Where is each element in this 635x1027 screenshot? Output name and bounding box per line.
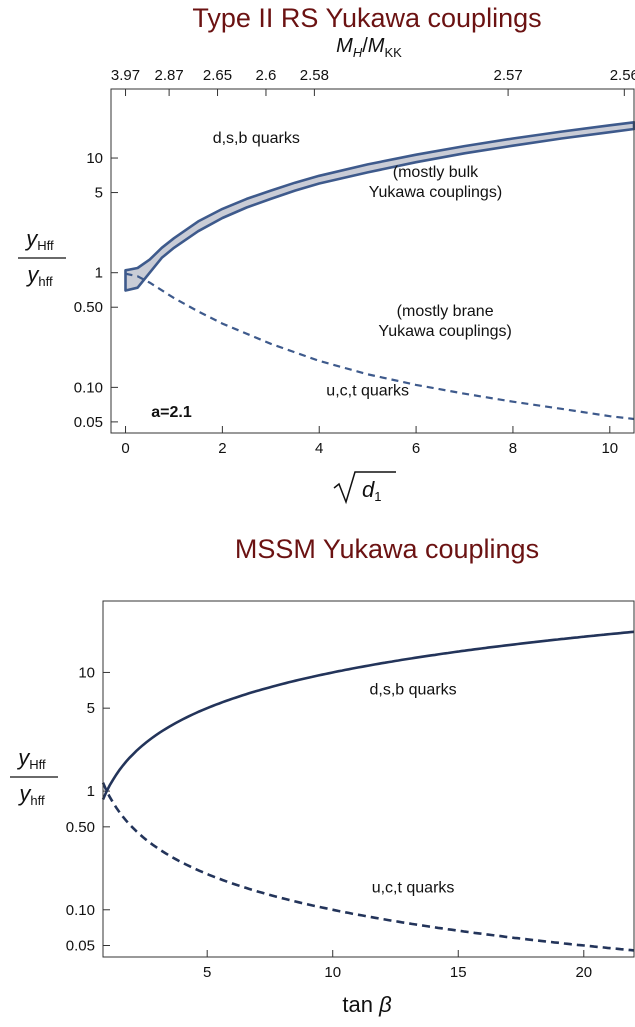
chart2-annotations: d,s,b quarks u,c,t quarks bbox=[369, 682, 456, 897]
chart1-x-label-sqrt-sign bbox=[333, 471, 396, 505]
chart2-frame bbox=[102, 600, 635, 958]
chart2-y-label-denominator: yhff bbox=[17, 781, 45, 808]
chart2-line-down-type bbox=[101, 630, 635, 801]
chart1-y-tick-label: 10 bbox=[86, 150, 103, 167]
chart1-y-tick-label: 0.50 bbox=[74, 299, 103, 316]
chart1-x-tick-label: 0 bbox=[121, 440, 129, 457]
chart2-y-tick-label: 1 bbox=[87, 783, 95, 800]
chart2-y-tick-label: 0.50 bbox=[66, 819, 95, 836]
chart1-top-tick-label: 3.97 bbox=[111, 67, 140, 84]
chart1-top-axis-label: MH/MKK bbox=[336, 35, 402, 60]
chart1-annotation: d,s,b quarks bbox=[213, 130, 300, 147]
chart1-y-tick-label: 5 bbox=[95, 185, 103, 202]
chart1-annotation: Yukawa couplings) bbox=[378, 323, 511, 340]
chart1-top-tick-label: 2.58 bbox=[300, 67, 329, 84]
chart1-top-tick-label: 2.65 bbox=[203, 67, 232, 84]
chart1-axes: 0 2 4 6 8 10 0.05 0.10 0.50 1 5 10 bbox=[74, 150, 618, 457]
chart1-frame bbox=[110, 88, 635, 434]
chart1-annotation: Yukawa couplings) bbox=[369, 184, 502, 201]
chart2-y-tick-label: 5 bbox=[87, 700, 95, 717]
chart1-x-tick-label: 6 bbox=[412, 440, 420, 457]
chart2-x-tick-label: 20 bbox=[575, 964, 592, 981]
chart1-x-tick-label: 4 bbox=[315, 440, 323, 457]
chart2-title: MSSM Yukawa couplings bbox=[235, 534, 539, 564]
chart1-y-label-numerator: yHff bbox=[24, 226, 54, 253]
chart1-annotation: (mostly brane bbox=[397, 303, 494, 320]
chart1-band-down-type bbox=[124, 121, 635, 292]
chart2-series bbox=[101, 630, 635, 952]
chart1-top-tick-label: 2.57 bbox=[493, 67, 522, 84]
chart2-x-tick-label: 10 bbox=[324, 964, 341, 981]
chart2-annotation: u,c,t quarks bbox=[372, 879, 455, 896]
chart2-y-label-numerator: yHff bbox=[16, 745, 46, 772]
chart1-x-tick-label: 2 bbox=[218, 440, 226, 457]
chart2-annotation: d,s,b quarks bbox=[369, 682, 456, 699]
chart2-x-tick-label: 15 bbox=[450, 964, 467, 981]
chart2-y-tick-label: 10 bbox=[78, 664, 95, 681]
chart1-y-label-denominator: yhff bbox=[25, 262, 53, 289]
chart1-top-tick-label: 2.6 bbox=[256, 67, 277, 84]
chart1-annotations: d,s,b quarks (mostly bulk Yukawa couplings… bbox=[151, 130, 512, 421]
chart1-annotation: a=2.1 bbox=[151, 404, 192, 421]
chart1-x-tick-label: 8 bbox=[509, 440, 517, 457]
chart1-top-axis-ticks: 3.97 2.87 2.65 2.6 2.58 2.57 2.56 bbox=[111, 67, 635, 96]
chart1-top-tick-label: 2.87 bbox=[155, 67, 184, 84]
chart2-y-tick-label: 0.10 bbox=[66, 902, 95, 919]
chart1-series bbox=[124, 121, 635, 421]
chart1-annotation: (mostly bulk bbox=[393, 164, 479, 181]
chart2-line-up-type bbox=[101, 782, 635, 952]
chart2-x-tick-label: 5 bbox=[203, 964, 211, 981]
chart1-y-tick-label: 0.10 bbox=[74, 379, 103, 396]
chart1-annotation: u,c,t quarks bbox=[326, 382, 409, 399]
chart1-x-label: d1 bbox=[362, 477, 381, 504]
chart2-y-tick-label: 0.05 bbox=[66, 938, 95, 955]
chart1-y-tick-label: 1 bbox=[95, 265, 103, 282]
chart2-x-label: tan β bbox=[342, 992, 392, 1017]
chart1-top-tick-label: 2.56 bbox=[610, 67, 635, 84]
chart1-title: Type II RS Yukawa couplings bbox=[192, 3, 541, 33]
chart1-y-tick-label: 0.05 bbox=[74, 414, 103, 431]
chart1-line-up-type bbox=[125, 272, 635, 421]
chart1-x-tick-label: 10 bbox=[601, 440, 618, 457]
